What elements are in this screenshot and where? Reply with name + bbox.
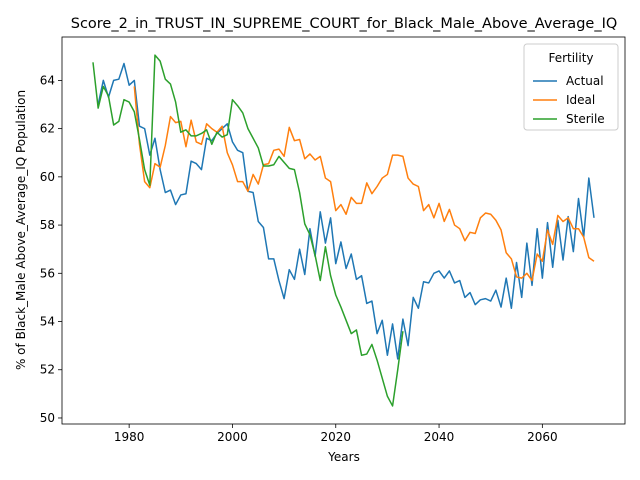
y-axis: 50 52 54 56 58 60 62 64: [40, 73, 62, 425]
legend: Fertility Actual Ideal Sterile: [523, 43, 619, 131]
y-tick-label: 60: [40, 170, 55, 184]
series-layer: [92, 54, 595, 407]
y-tick-label: 58: [40, 218, 55, 232]
y-tick-label: 52: [40, 363, 55, 377]
legend-box: [523, 43, 619, 131]
y-tick-label: 64: [40, 73, 55, 87]
legend-title: Fertility: [548, 51, 593, 65]
legend-items: Actual Ideal Sterile: [533, 74, 605, 126]
y-tick-label: 50: [40, 411, 55, 425]
y-tick-label: 54: [40, 315, 55, 329]
legend-label-sterile: Sterile: [566, 112, 605, 126]
x-tick-label: 2040: [424, 430, 455, 444]
y-axis-title: % of Black_Male Above_Average_IQ Populat…: [14, 90, 28, 370]
x-tick-label: 1980: [114, 430, 145, 444]
series-line-actual: [97, 62, 595, 360]
y-tick-label: 56: [40, 266, 55, 280]
legend-label-actual: Actual: [566, 74, 604, 88]
series-line-sterile: [92, 54, 404, 407]
x-axis-title: Years: [327, 450, 360, 464]
legend-label-ideal: Ideal: [566, 93, 595, 107]
series-line-ideal: [133, 86, 595, 282]
x-axis: 1980 2000 2020 2040 2060: [114, 424, 558, 444]
x-tick-label: 2000: [217, 430, 248, 444]
chart-title: Score_2_in_TRUST_IN_SUPREME_COURT_for_Bl…: [71, 16, 618, 32]
y-tick-label: 62: [40, 122, 55, 136]
x-tick-label: 2020: [320, 430, 351, 444]
x-tick-label: 2060: [527, 430, 558, 444]
